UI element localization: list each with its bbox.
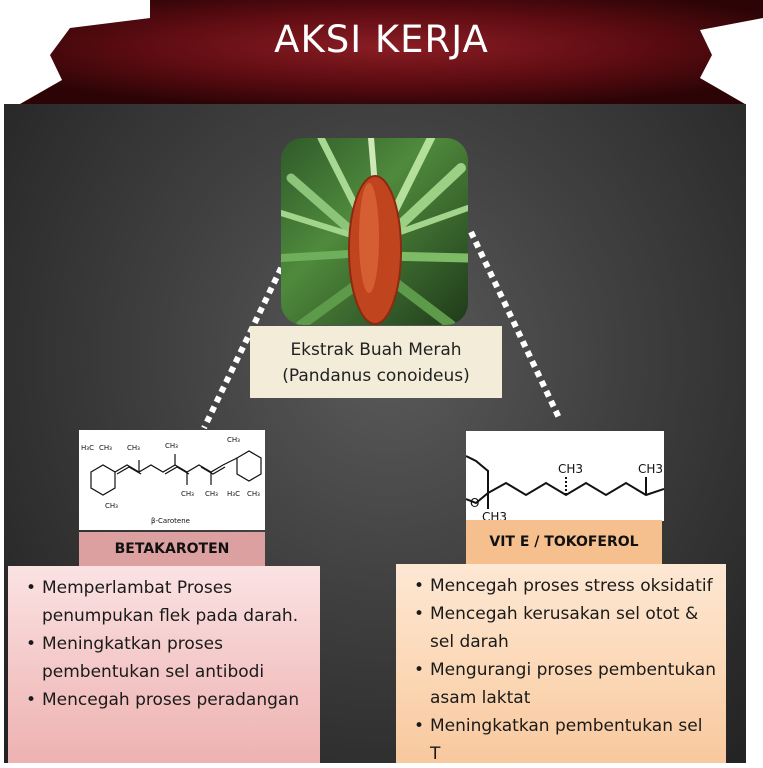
tokoferol-effects-list: Mencegah proses stress oksidatif Mencega…: [408, 572, 716, 768]
list-item: Mencegah proses stress oksidatif: [408, 572, 716, 600]
list-item: Meningkatkan pembentukan sel T: [408, 712, 716, 768]
list-item: Mencegah proses peradangan: [20, 686, 310, 714]
svg-text:CH₃: CH₃: [165, 442, 178, 450]
betakaroten-effects-box: Memperlambat Proses penumpukan flek pada…: [8, 566, 320, 763]
list-item: Mencegah kerusakan sel otot & sel darah: [408, 600, 716, 656]
tocopherol-structure: CH3 CH3 CH3 O: [466, 431, 664, 521]
tokoferol-label: VIT E / TOKOFEROL: [466, 520, 662, 564]
molecule-caption: β-Carotene: [151, 517, 190, 525]
betakaroten-effects-list: Memperlambat Proses penumpukan flek pada…: [20, 574, 310, 714]
methyl-group-2: CH3: [638, 462, 663, 476]
betakaroten-label: BETAKAROTEN: [79, 532, 265, 566]
red-fruit-photo: [281, 138, 468, 325]
svg-text:CH₃: CH₃: [205, 490, 218, 498]
betacarotene-structure: H₃C CH₃ CH₃ CH₃ CH₃ CH₃ CH₃ CH₃ H₃C CH₃ β-Car…: [79, 430, 265, 530]
methyl-group-1: CH3: [558, 462, 583, 476]
page-title: AKSI KERJA: [274, 18, 489, 61]
svg-text:CH₃: CH₃: [227, 436, 240, 444]
title-banner: [20, 0, 763, 104]
caption-line1: Ekstrak Buah Merah: [290, 340, 462, 360]
list-item: Memperlambat Proses penumpukan flek pada…: [20, 574, 310, 630]
connector-left: [201, 256, 289, 430]
connector-right: [468, 230, 563, 422]
tokoferol-effects-box: Mencegah proses stress oksidatif Mencega…: [396, 564, 726, 764]
source-caption: Ekstrak Buah Merah (Pandanus conoideus): [250, 326, 502, 398]
svg-text:CH₃: CH₃: [127, 444, 140, 452]
svg-text:CH₃: CH₃: [99, 444, 112, 452]
svg-text:CH₃: CH₃: [181, 490, 194, 498]
list-item: Mengurangi proses pembentukan asam lakta…: [408, 656, 716, 712]
oxygen-atom: O: [470, 496, 479, 510]
svg-text:CH₃: CH₃: [247, 490, 260, 498]
svg-text:CH₃: CH₃: [105, 502, 118, 510]
caption-line2: (Pandanus conoideus): [282, 366, 470, 386]
svg-text:H₃C: H₃C: [81, 444, 94, 452]
methyl-group-3: CH3: [482, 510, 507, 521]
list-item: Meningkatkan proses pembentukan sel anti…: [20, 630, 310, 686]
svg-text:H₃C: H₃C: [227, 490, 240, 498]
